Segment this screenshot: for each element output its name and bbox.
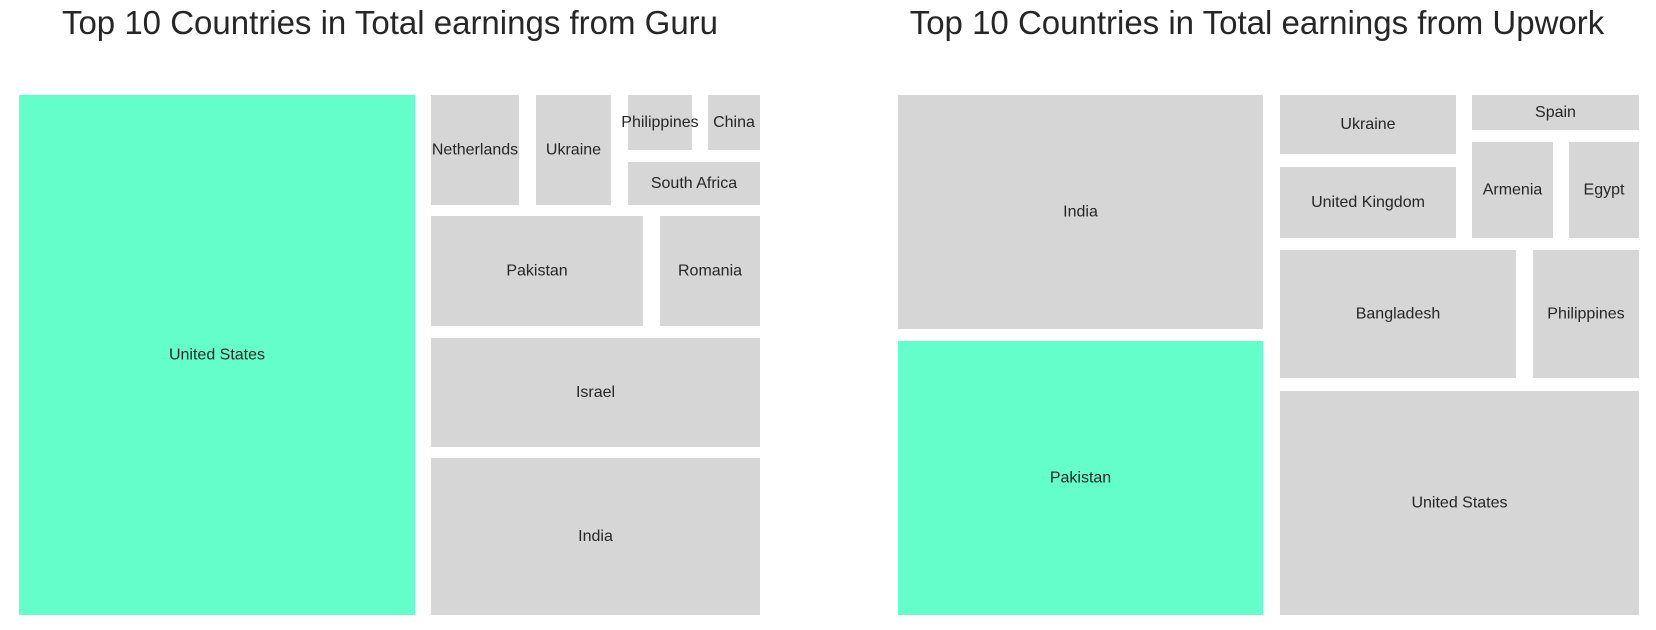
- treemap-tile-upwork-ukraine: Ukraine: [1280, 95, 1456, 154]
- treemap-rect: [1472, 142, 1553, 238]
- treemap-rect: [898, 95, 1263, 329]
- treemap-label: China: [713, 114, 755, 131]
- treemap-tile-upwork-armenia: Armenia: [1472, 142, 1553, 238]
- treemap-label: Romania: [678, 263, 742, 280]
- treemap-label: United States: [1411, 495, 1507, 512]
- treemap-label: Egypt: [1584, 182, 1625, 199]
- treemap-rect: [1280, 167, 1456, 238]
- treemap-tile-guru-netherlands: Netherlands: [431, 95, 519, 205]
- treemap-rect: [1280, 95, 1456, 154]
- treemap-tile-upwork-bangladesh: Bangladesh: [1280, 250, 1516, 378]
- treemap-rect: [536, 95, 611, 205]
- treemap-label: Philippines: [621, 114, 698, 131]
- treemap-rect: [628, 95, 692, 150]
- treemap-label: Spain: [1535, 104, 1576, 121]
- treemap-label: Pakistan: [1050, 470, 1111, 487]
- treemap-rect: [431, 458, 760, 615]
- treemap-tile-upwork-united-states: United States: [1280, 391, 1639, 615]
- treemap-tile-guru-south-africa: South Africa: [628, 162, 760, 205]
- treemap-tile-upwork-united-kingdom: United Kingdom: [1280, 167, 1456, 238]
- treemap-rect: [431, 216, 643, 326]
- treemap-label: Pakistan: [506, 263, 567, 280]
- treemap-rect: [431, 95, 519, 205]
- chart-title-guru: Top 10 Countries in Total earnings from …: [61, 4, 719, 41]
- treemap-rect: [1533, 250, 1639, 378]
- treemap-label: India: [1063, 204, 1098, 221]
- treemap-rect: [19, 95, 415, 615]
- treemap-tile-upwork-india: India: [898, 95, 1263, 329]
- treemap-tile-upwork-spain: Spain: [1472, 95, 1639, 130]
- treemap-tile-guru-pakistan: Pakistan: [431, 216, 643, 326]
- treemap-rect: [1280, 250, 1516, 378]
- treemap-rect: [660, 216, 760, 326]
- treemap-tile-guru-philippines: Philippines: [621, 95, 699, 150]
- treemap-tile-guru-india: India: [431, 458, 760, 615]
- treemap-label: Ukraine: [1340, 116, 1395, 133]
- treemap-label: India: [578, 528, 613, 545]
- chart-title-upwork: Top 10 Countries in Total earnings from …: [909, 4, 1605, 41]
- treemap-rect: [898, 341, 1263, 615]
- treemap-label: Netherlands: [432, 142, 518, 159]
- treemap-tile-guru-united-states: United States: [19, 95, 415, 615]
- treemap-rect: [1472, 95, 1639, 130]
- treemap-rect: [1280, 391, 1639, 615]
- treemap-label: United Kingdom: [1311, 194, 1425, 211]
- treemap-label: Bangladesh: [1356, 306, 1441, 323]
- treemap-label: Philippines: [1547, 306, 1624, 323]
- treemap-label: Ukraine: [546, 142, 601, 159]
- treemap-tile-upwork-pakistan: Pakistan: [898, 341, 1263, 615]
- treemap-label: Armenia: [1483, 182, 1543, 199]
- treemap-label: United States: [169, 347, 265, 364]
- treemap-rect: [708, 95, 760, 150]
- treemap-rect: [1569, 142, 1639, 238]
- treemap-tile-upwork-philippines: Philippines: [1533, 250, 1639, 378]
- treemap-rect: [628, 162, 760, 205]
- treemap-tile-guru-china: China: [708, 95, 760, 150]
- treemap-tile-guru-israel: Israel: [431, 338, 760, 447]
- treemap-label: Israel: [576, 384, 615, 401]
- treemap-tile-upwork-egypt: Egypt: [1569, 142, 1639, 238]
- treemap-rect: [431, 338, 760, 447]
- treemap-tile-guru-ukraine: Ukraine: [536, 95, 611, 205]
- treemap-tile-guru-romania: Romania: [660, 216, 760, 326]
- treemap-label: South Africa: [651, 175, 737, 192]
